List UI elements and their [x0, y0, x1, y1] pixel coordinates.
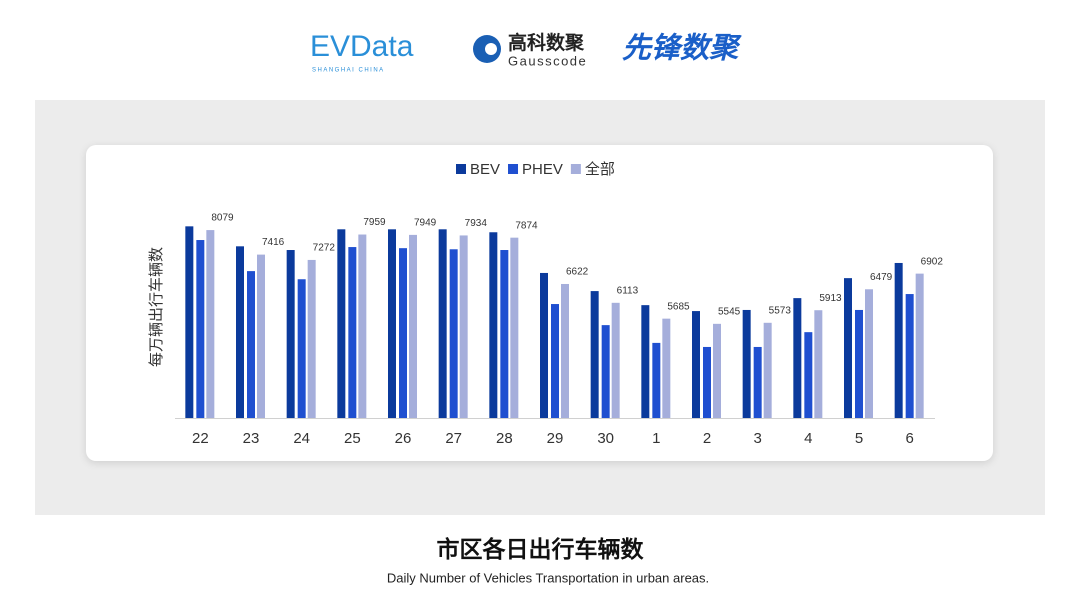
bar — [844, 278, 852, 418]
bar — [206, 230, 215, 418]
legend-swatch — [456, 164, 466, 174]
x-tick-label: 4 — [804, 430, 812, 447]
bar — [855, 309, 863, 418]
bar — [905, 294, 914, 418]
bar — [894, 262, 903, 418]
x-tick-label: 22 — [192, 430, 209, 447]
bar — [196, 240, 205, 418]
data-label: 6622 — [566, 267, 589, 278]
x-tick-label: 24 — [293, 430, 310, 447]
bar — [611, 302, 620, 418]
bar — [236, 246, 244, 418]
x-tick-label: 25 — [344, 430, 361, 447]
x-tick-label: 6 — [905, 430, 913, 447]
legend-label: BEV — [470, 161, 500, 178]
bar — [804, 332, 813, 418]
x-tick-label: 26 — [395, 430, 412, 447]
bar — [915, 273, 924, 418]
logo-gausscode-sub: Gausscode — [508, 53, 587, 68]
bar — [449, 249, 458, 418]
bar — [510, 237, 519, 418]
x-tick-label: 30 — [597, 430, 614, 447]
bar — [399, 248, 407, 418]
bar — [307, 259, 316, 418]
logo-evdata: EVData — [310, 30, 414, 63]
legend-label: 全部 — [585, 160, 615, 178]
data-label: 7959 — [363, 217, 386, 228]
bar — [561, 283, 569, 418]
bar — [257, 254, 265, 418]
bar — [692, 311, 700, 418]
bar — [489, 232, 498, 418]
bar — [601, 325, 610, 418]
data-label: 7934 — [465, 218, 488, 229]
x-tick-label: 28 — [496, 430, 513, 447]
bar — [286, 250, 295, 418]
y-axis-label: 每万辆出行车辆数 — [148, 247, 165, 367]
legend-label: PHEV — [522, 161, 563, 178]
bar — [713, 323, 721, 418]
x-tick-label: 3 — [753, 430, 761, 447]
bar — [865, 289, 873, 418]
data-label: 8079 — [211, 213, 234, 224]
legend-swatch — [570, 164, 581, 174]
bar — [540, 272, 548, 418]
logo-xianfeng: 先锋数聚 — [622, 33, 742, 65]
bar — [742, 309, 751, 418]
logo-icon — [485, 43, 497, 55]
footer-subtitle: Daily Number of Vehicles Transportation … — [387, 570, 709, 585]
x-tick-label: 2 — [703, 430, 711, 447]
data-label: 5913 — [819, 293, 842, 304]
data-label: 7416 — [262, 237, 285, 248]
bar — [590, 291, 599, 418]
bar — [814, 310, 823, 418]
logo-evdata-sub: SHANGHAI CHINA — [312, 68, 385, 74]
bar — [438, 229, 447, 418]
x-tick-label: 1 — [652, 430, 660, 447]
bar — [763, 322, 772, 418]
bar — [358, 234, 367, 418]
bar — [247, 271, 255, 418]
bar — [703, 346, 711, 418]
bar — [662, 318, 671, 418]
x-tick-label: 23 — [243, 430, 260, 447]
data-label: 5545 — [718, 306, 741, 317]
data-label: 7949 — [414, 218, 437, 229]
bar — [337, 229, 346, 418]
x-tick-label: 5 — [855, 430, 863, 447]
data-label: 7874 — [515, 220, 538, 231]
x-tick-label: 27 — [445, 430, 462, 447]
bar — [297, 279, 306, 418]
bar — [652, 342, 661, 418]
data-label: 7272 — [313, 243, 336, 254]
bar — [388, 229, 396, 418]
bar — [459, 235, 468, 418]
legend-swatch — [508, 164, 519, 174]
data-label: 6902 — [921, 256, 944, 267]
bar — [641, 305, 650, 418]
bar — [753, 346, 762, 418]
bar — [409, 234, 417, 418]
footer-title: 市区各日出行车辆数 — [437, 536, 645, 562]
bar — [348, 247, 357, 418]
data-label: 5685 — [667, 301, 690, 312]
data-label: 5573 — [769, 305, 792, 316]
bar — [551, 304, 559, 418]
bar — [793, 298, 802, 418]
data-label: 6479 — [870, 272, 893, 283]
bar — [185, 226, 194, 418]
bar — [500, 250, 509, 418]
x-tick-label: 29 — [547, 430, 564, 447]
logo-gausscode: 高科数聚 — [508, 31, 585, 54]
data-label: 6113 — [617, 285, 639, 296]
